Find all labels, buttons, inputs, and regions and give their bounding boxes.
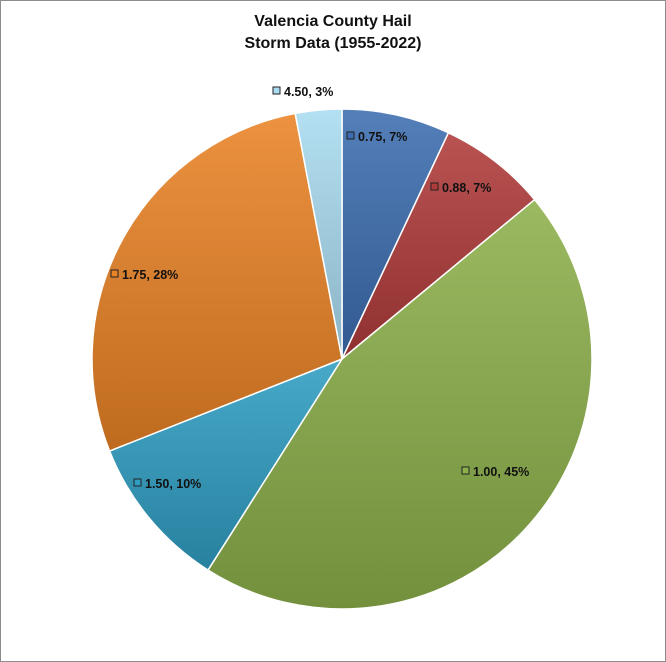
data-label-key-0.88 — [430, 182, 439, 191]
data-label-text-0.88: 0.88, 7% — [442, 181, 491, 195]
pie-slice-0.88 — [341, 131, 536, 360]
chart-title: Valencia County Hail Storm Data (1955-20… — [1, 11, 665, 55]
data-label-0.88: 0.88, 7% — [430, 181, 491, 195]
data-label-key-1.00 — [461, 466, 470, 475]
pie-slice-1.50 — [108, 357, 344, 572]
pie-slice-0.75 — [341, 108, 450, 360]
data-label-text-1.00: 1.00, 45% — [473, 465, 529, 479]
data-label-1.75: 1.75, 28% — [110, 268, 178, 282]
data-label-1.00: 1.00, 45% — [461, 465, 529, 479]
data-label-key-4.50 — [272, 86, 281, 95]
data-label-1.50: 1.50, 10% — [133, 477, 201, 491]
data-label-0.75: 0.75, 7% — [346, 130, 407, 144]
data-label-key-0.75 — [346, 131, 355, 140]
data-label-text-1.75: 1.75, 28% — [122, 268, 178, 282]
data-label-key-1.50 — [133, 478, 142, 487]
data-label-text-1.50: 1.50, 10% — [145, 477, 201, 491]
chart-title-line-1: Valencia County Hail — [254, 13, 412, 30]
data-label-text-4.50: 4.50, 3% — [284, 85, 333, 99]
pie-slice-1.75 — [91, 112, 343, 453]
pie-slice-4.50 — [294, 108, 343, 360]
data-label-4.50: 4.50, 3% — [272, 85, 333, 99]
chart-title-line-2: Storm Data (1955-2022) — [244, 35, 422, 52]
data-label-text-0.75: 0.75, 7% — [358, 130, 407, 144]
data-label-key-1.75 — [110, 269, 119, 278]
pie-slice-1.00 — [207, 198, 593, 610]
